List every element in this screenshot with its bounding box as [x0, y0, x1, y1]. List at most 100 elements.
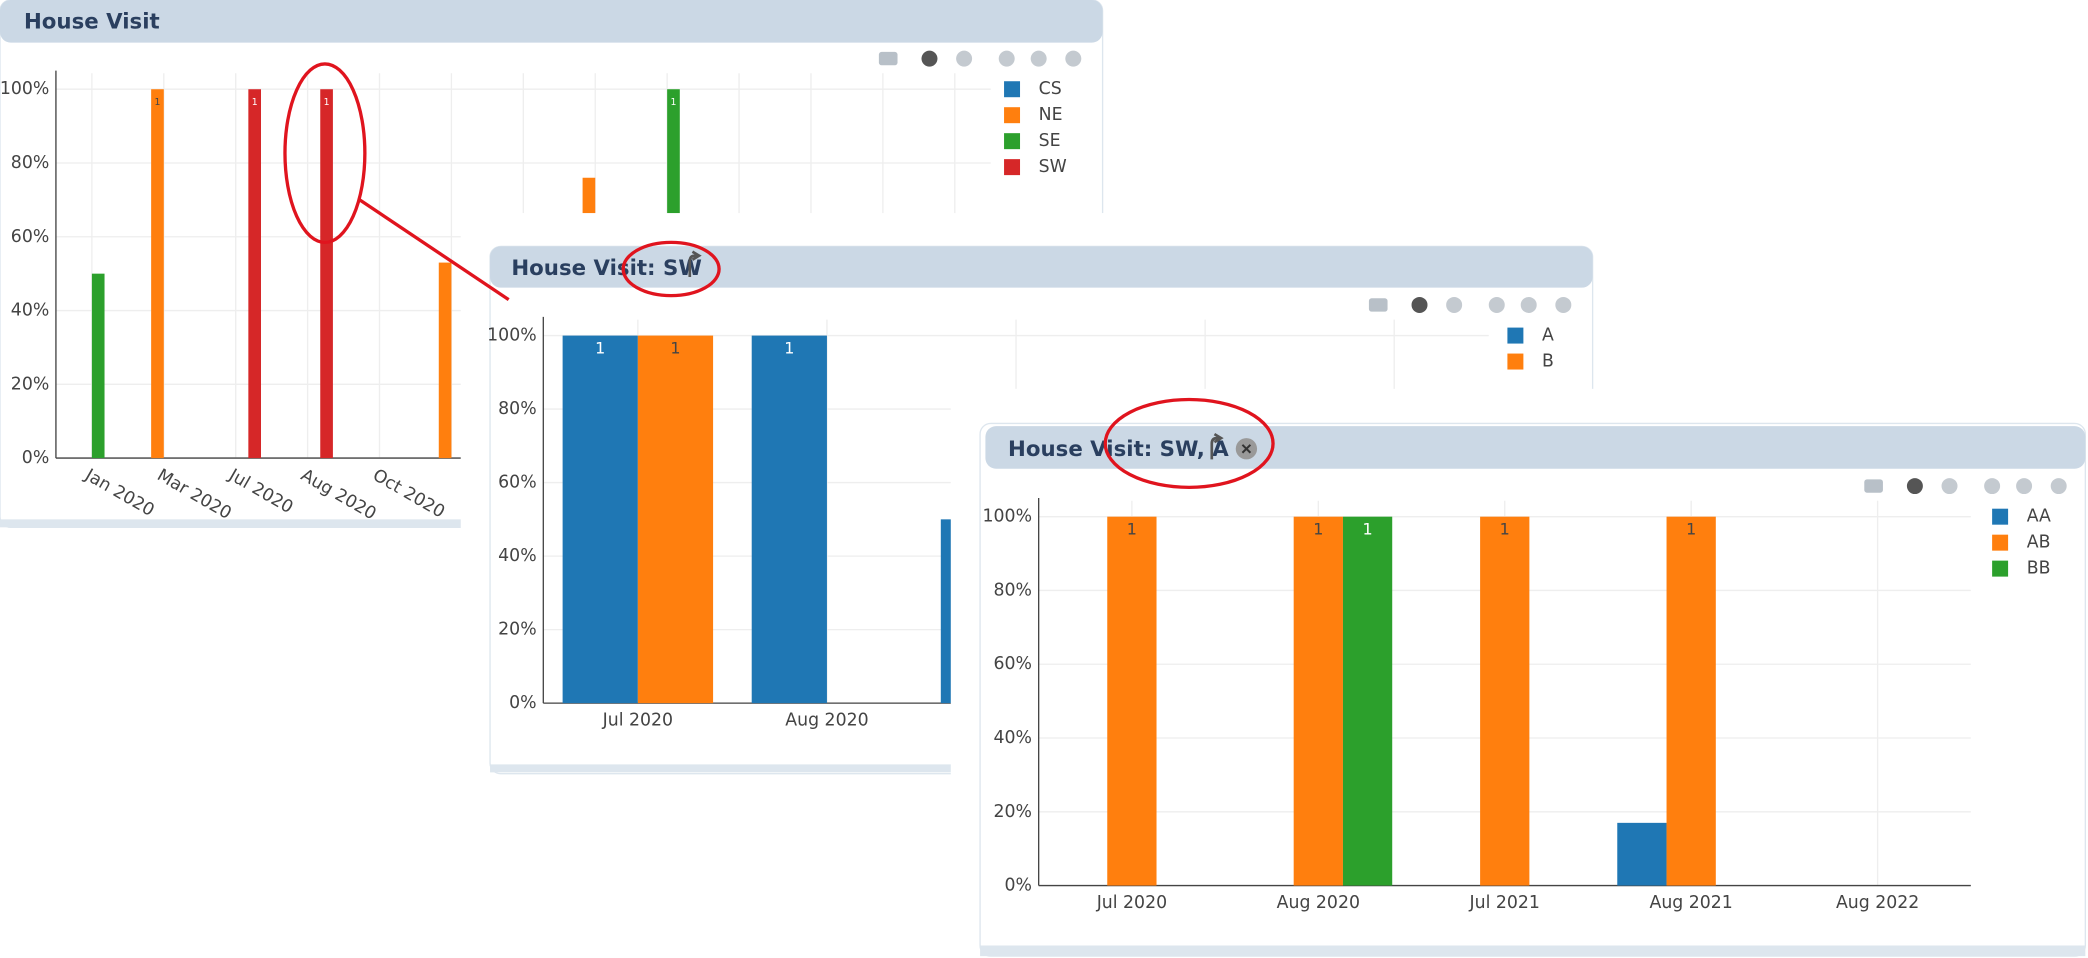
y-tick-label: 60% — [498, 473, 536, 493]
y-tick-label: 40% — [994, 728, 1032, 748]
bar — [751, 335, 827, 704]
panel-footer — [980, 945, 2086, 957]
bar — [1107, 516, 1157, 886]
value-label: 1 — [1363, 520, 1373, 539]
y-tick-label: 40% — [11, 301, 49, 321]
bar — [562, 335, 638, 704]
value-label: 1 — [1313, 520, 1323, 539]
toolbar-icon — [1411, 296, 1428, 313]
y-tick-label: 100% — [0, 79, 49, 99]
y-tick-label: 20% — [498, 620, 536, 640]
panel-title: House Visit: SW, A — [1008, 437, 1229, 462]
value-label: 1 — [252, 97, 258, 108]
highlight-circle — [621, 240, 721, 298]
legend-swatch — [1507, 353, 1524, 370]
toolbar-icon — [1555, 296, 1572, 313]
bar — [1666, 516, 1716, 886]
x-tick-label: Jul 2021 — [1469, 893, 1540, 913]
legend-label: SE — [1039, 131, 1061, 151]
panel-header — [985, 426, 2086, 469]
panel-header — [490, 246, 1593, 288]
toolbar-icon — [1065, 50, 1082, 67]
value-label: 1 — [784, 338, 794, 357]
close-icon — [1241, 444, 1252, 454]
x-tick-label: Aug 2021 — [1650, 893, 1733, 913]
toolbar-icon — [2050, 478, 2067, 495]
y-tick-label: 80% — [498, 399, 536, 419]
bar — [1480, 516, 1530, 886]
value-label: 1 — [1686, 520, 1696, 539]
legend-label: AB — [2027, 533, 2051, 553]
x-tick-label: Aug 2020 — [1277, 893, 1360, 913]
x-tick-label: Jul 2020 — [1096, 893, 1167, 913]
highlight-arrow — [358, 198, 510, 302]
legend-label: CS — [1039, 79, 1062, 99]
value-label: 1 — [1500, 520, 1510, 539]
panel-title: House Visit: SW — [511, 256, 701, 281]
y-tick-label: 20% — [994, 802, 1032, 822]
bar — [320, 89, 333, 459]
bar — [1617, 822, 1667, 886]
toolbar-icon[interactable] — [1368, 298, 1388, 312]
toolbar-icon — [956, 50, 973, 67]
legend-swatch — [1004, 107, 1021, 124]
toolbar-icon — [998, 50, 1015, 67]
y-tick-label: 100% — [487, 326, 536, 346]
y-tick-label: 40% — [498, 546, 536, 566]
y-tick-label: 60% — [11, 227, 49, 247]
y-tick-label: 0% — [1005, 876, 1032, 896]
value-label: 1 — [670, 338, 680, 357]
value-label: 1 — [595, 338, 605, 357]
x-tick-label: Aug 2020 — [785, 710, 868, 730]
legend-swatch — [1992, 560, 2009, 577]
toolbar-icon — [1520, 296, 1537, 313]
bar — [1342, 516, 1393, 886]
panel-title: House Visit — [24, 10, 160, 35]
y-tick-label: 60% — [994, 654, 1032, 674]
toolbar-icon — [1941, 478, 1958, 495]
y-tick-label: 80% — [994, 580, 1032, 600]
y-tick-label: 80% — [11, 153, 49, 173]
legend-label: NE — [1039, 105, 1063, 125]
panel: House Visit: SW, A 0% 20% 40% 60% 80% 100% Jul… — [950, 388, 2088, 958]
bar — [637, 335, 714, 704]
legend-swatch — [1992, 508, 2009, 525]
toolbar-icon — [1906, 478, 1923, 495]
drill-up-icon[interactable] — [1210, 432, 1224, 460]
drill-up-icon[interactable] — [688, 250, 702, 277]
legend-swatch — [1992, 534, 2009, 551]
annotations — [283, 62, 1275, 490]
bar — [438, 262, 452, 459]
value-label: 1 — [324, 97, 330, 108]
legend-swatch — [1507, 327, 1524, 344]
highlight-circle — [1103, 397, 1275, 490]
bar — [1293, 516, 1343, 886]
y-tick-label: 0% — [22, 448, 49, 468]
bar — [91, 273, 105, 459]
toolbar-icon — [2016, 478, 2033, 495]
toolbar-icon — [1488, 296, 1505, 313]
toolbar-icon — [921, 50, 938, 67]
y-tick-label: 100% — [983, 507, 1032, 527]
y-tick-label: 20% — [11, 374, 49, 394]
bar — [151, 89, 164, 459]
value-label: 1 — [1127, 520, 1137, 539]
legend-label: SW — [1039, 157, 1067, 177]
toolbar-icon[interactable] — [1864, 479, 1883, 493]
legend-swatch — [1004, 159, 1021, 176]
toolbar-icon[interactable] — [878, 51, 898, 66]
value-label: 1 — [671, 97, 677, 108]
legend-swatch — [1004, 81, 1021, 98]
x-tick-label: Jul 2020 — [602, 710, 673, 730]
legend-label: AA — [2027, 507, 2051, 527]
toolbar-icon — [1446, 296, 1463, 313]
legend-label: B — [1542, 352, 1554, 372]
bar — [248, 89, 261, 459]
legend-label: BB — [2027, 559, 2051, 579]
panel-header — [0, 0, 1103, 43]
toolbar-icon — [1984, 478, 2001, 495]
legend-label: A — [1542, 326, 1554, 346]
x-tick-label: Aug 2022 — [1836, 893, 1919, 913]
